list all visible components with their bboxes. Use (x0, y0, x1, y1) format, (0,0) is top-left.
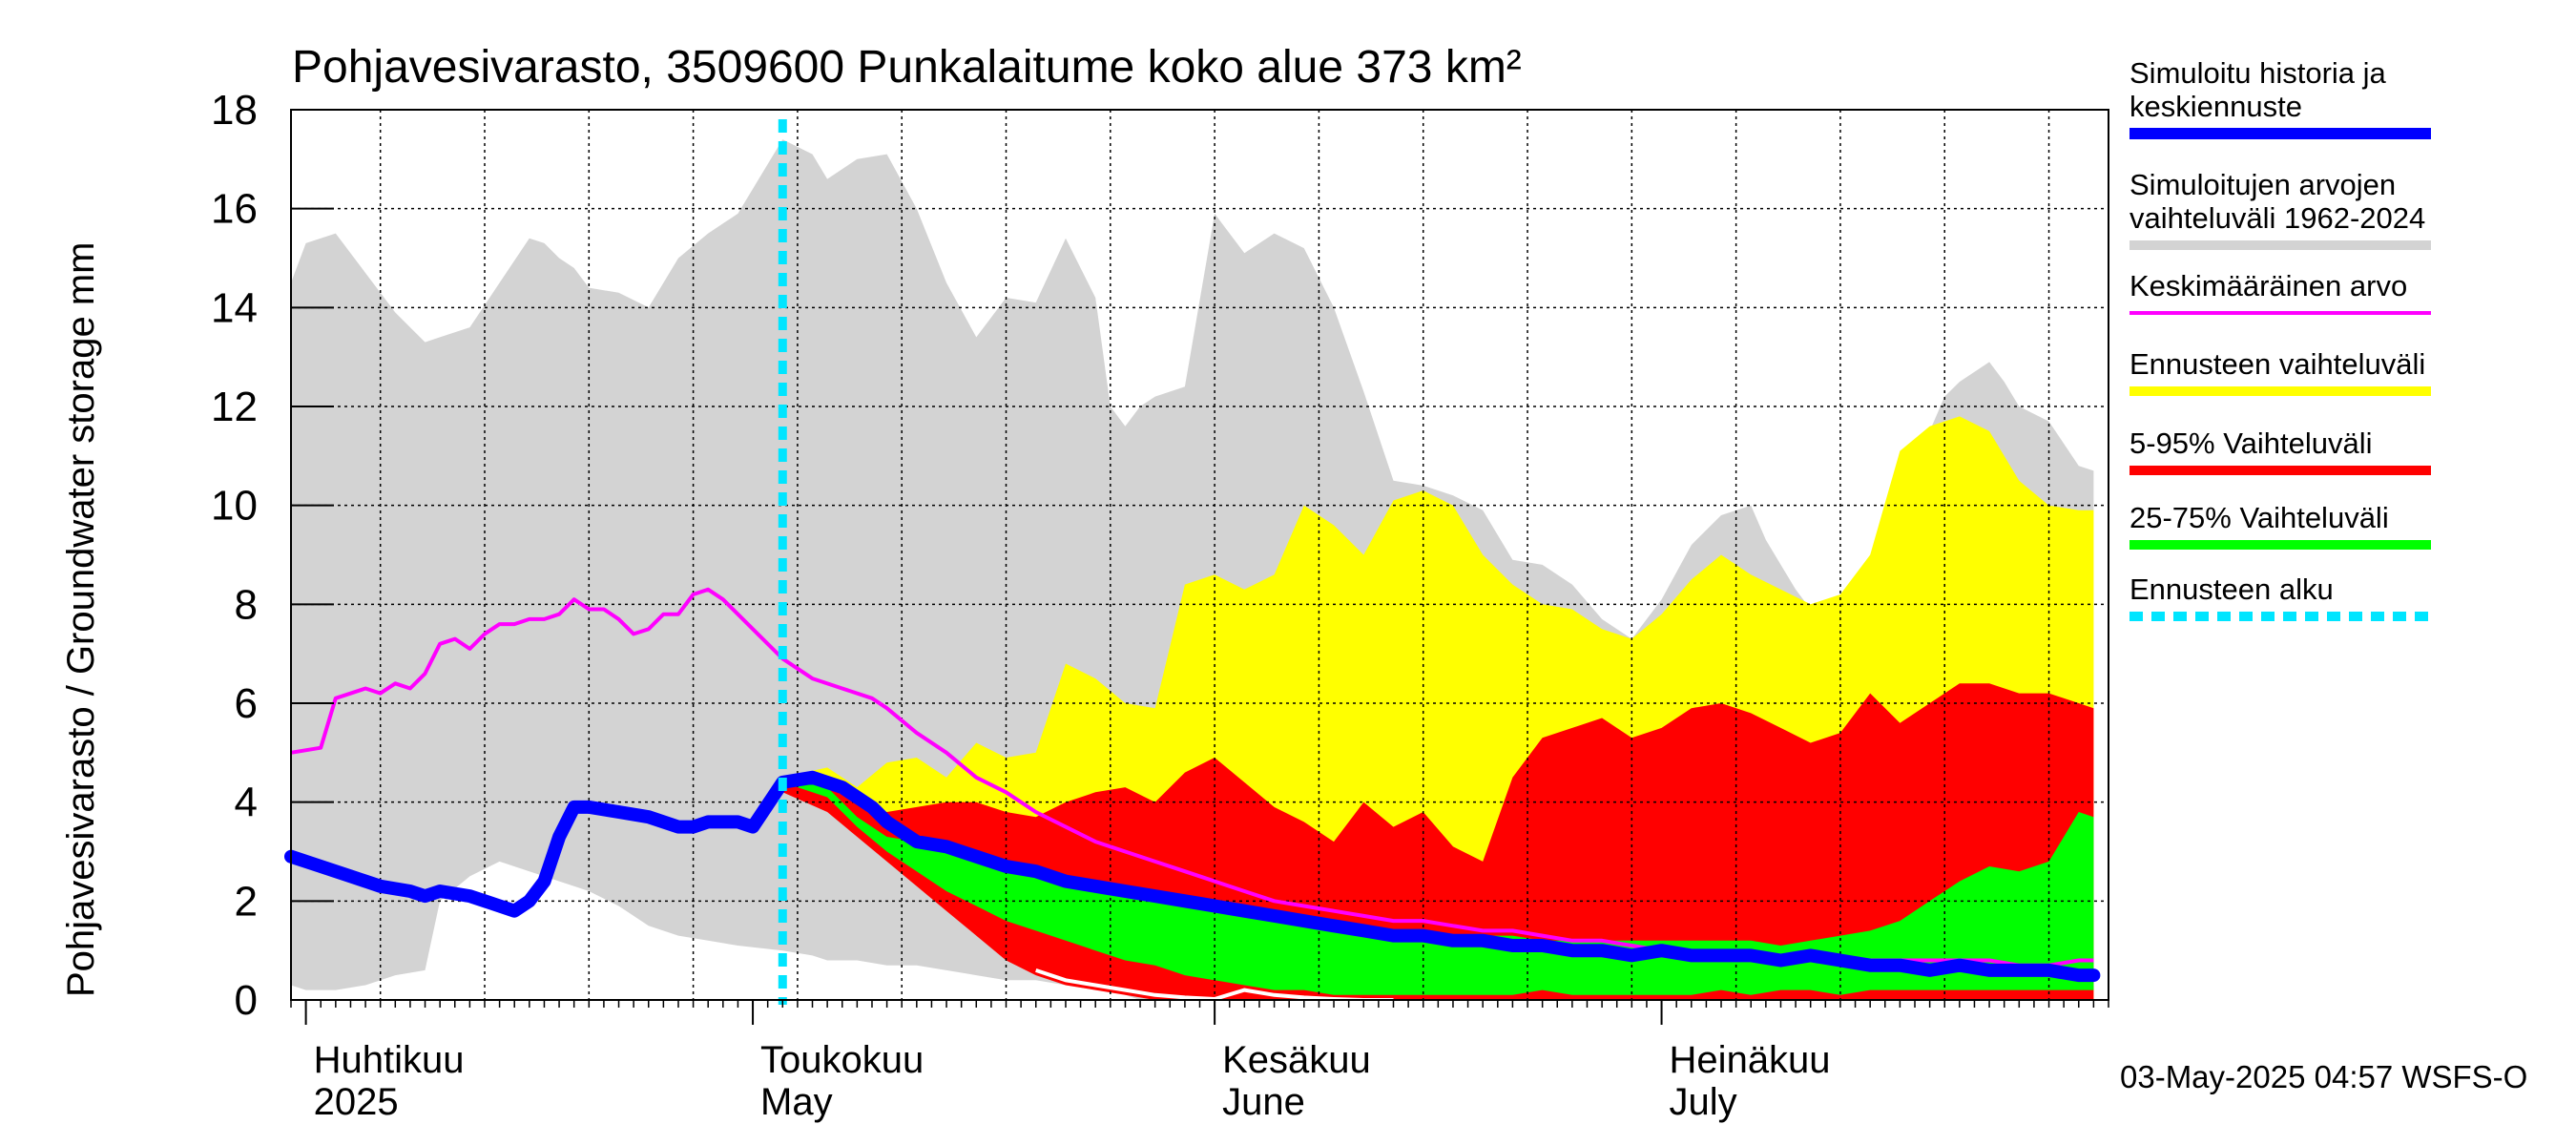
y-tick-label: 6 (235, 680, 258, 727)
y-tick-label: 12 (211, 384, 258, 430)
x-month-label-fi: Kesäkuu (1222, 1039, 1371, 1081)
plot-axes (290, 109, 2109, 1025)
x-month-label-fi: Huhtikuu (314, 1039, 465, 1081)
y-tick-label: 18 (211, 87, 258, 134)
x-month-label-fi: Heinäkuu (1670, 1039, 1831, 1081)
x-month-label-en: 2025 (314, 1081, 399, 1123)
y-tick-label: 14 (211, 284, 258, 331)
plot-areas (291, 139, 2094, 1001)
legend-label-sim: Simuloitu historia ja (2129, 56, 2387, 90)
chart-title: Pohjavesivarasto, 3509600 Punkalaitume k… (292, 42, 1522, 93)
legend-label-fc_start: Ennusteen alku (2129, 572, 2334, 606)
y-tick-label: 2 (235, 878, 258, 925)
x-month-label-fi: Toukokuu (760, 1039, 924, 1081)
y-tick-labels: 0 2 4 6 8 10 12 14 16 18 (211, 87, 258, 1024)
x-month-label-en: July (1670, 1081, 1737, 1123)
legend-label-p5_95: 5-95% Vaihteluväli (2129, 427, 2372, 460)
y-tick-label: 4 (235, 780, 258, 826)
y-axis-label: Pohjavesivarasto / Groundwater storage m… (60, 242, 102, 997)
legend-label-mean: Keskimääräinen arvo (2129, 269, 2407, 302)
legend-label-p25_75: 25-75% Vaihteluväli (2129, 501, 2389, 534)
x-month-label-en: June (1222, 1081, 1305, 1123)
legend-label-fc_range: Ennusteen vaihteluväli (2129, 347, 2425, 381)
y-tick-label: 0 (235, 977, 258, 1024)
y-tick-label: 10 (211, 483, 258, 530)
y-tick-label: 16 (211, 186, 258, 233)
x-month-label-en: May (760, 1081, 833, 1123)
legend-label-range: Simuloitujen arvojen (2129, 168, 2396, 201)
simulated-line (284, 770, 2101, 983)
timestamp: 03-May-2025 04:57 WSFS-O (2120, 1059, 2527, 1094)
legend-label-sim: keskiennuste (2129, 90, 2302, 123)
legend-label-range: vaihteluväli 1962-2024 (2129, 201, 2425, 235)
y-tick-label: 8 (235, 581, 258, 628)
